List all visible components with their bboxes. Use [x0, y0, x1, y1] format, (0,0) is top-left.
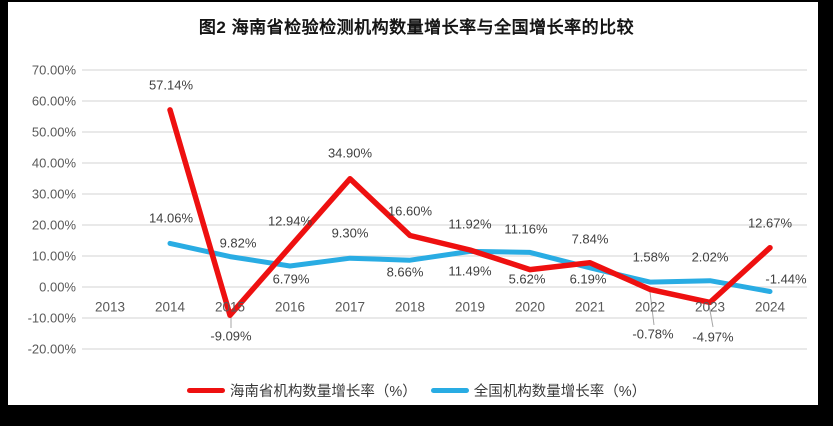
data-label-national-2023: 2.02% — [691, 249, 729, 265]
data-label-national-2017: 9.30% — [331, 225, 369, 241]
data-label-hainan-2021: 7.84% — [571, 231, 609, 247]
data-label-national-2024: -1.44% — [765, 271, 807, 287]
legend-label-hainan: 海南省机构数量增长率（%） — [229, 384, 417, 400]
leader-line-2022 — [649, 291, 655, 326]
y-tick: 0.00% — [39, 279, 76, 295]
x-tick: 2019 — [454, 299, 486, 315]
data-label-national-2020: 11.16% — [504, 221, 548, 237]
data-label-national-2016: 6.79% — [272, 271, 310, 287]
x-tick: 2020 — [514, 299, 546, 315]
national-line-swatch-icon — [430, 388, 469, 393]
x-tick: 2016 — [274, 299, 306, 315]
data-label-national-2018: 8.66% — [386, 264, 424, 280]
x-tick: 2017 — [334, 299, 366, 315]
data-label-hainan-2017: 34.90% — [327, 145, 373, 161]
legend-label-national: 全国机构数量增长率（%） — [473, 384, 647, 400]
x-tick: 2024 — [754, 299, 786, 315]
x-tick: 2022 — [634, 299, 666, 315]
legend: 海南省机构数量增长率（%） 全国机构数量增长率（%） — [0, 380, 833, 401]
data-label-hainan-2020: 5.62% — [508, 271, 546, 287]
data-label-hainan-2016: 12.94% — [267, 213, 313, 229]
x-tick: 2013 — [94, 299, 126, 315]
data-label-hainan-2015: -9.09% — [210, 328, 252, 344]
legend-item-hainan: 海南省机构数量增长率（%） — [186, 380, 417, 401]
data-label-hainan-2018: 16.60% — [387, 203, 433, 219]
data-label-national-2019: 11.49% — [448, 263, 492, 279]
data-label-hainan-2019: 11.92% — [448, 216, 492, 232]
data-label-hainan-2014: 57.14% — [148, 77, 194, 93]
y-tick: 20.00% — [31, 217, 76, 233]
data-label-national-2022: 1.58% — [632, 249, 670, 265]
leader-line-2023 — [708, 304, 714, 328]
data-label-hainan-2023: -4.97% — [692, 329, 734, 345]
y-tick: -20.00% — [27, 341, 76, 357]
y-tick: 60.00% — [31, 93, 76, 109]
x-tick: 2018 — [394, 299, 426, 315]
chart-panel — [8, 2, 818, 405]
data-label-national-2015: 9.82% — [219, 235, 257, 251]
gridlines — [82, 69, 807, 350]
hainan-line-swatch-icon — [186, 388, 225, 393]
data-label-national-2021: 6.19% — [569, 271, 607, 287]
legend-item-national: 全国机构数量增长率（%） — [430, 380, 647, 401]
x-tick: 2023 — [694, 299, 726, 315]
data-label-hainan-2024: 12.67% — [747, 215, 793, 231]
y-tick: 70.00% — [31, 62, 76, 78]
x-tick: 2014 — [154, 299, 186, 315]
x-tick: 2015 — [214, 299, 246, 315]
data-label-national-2014: 14.06% — [148, 210, 194, 226]
chart-title: 图2 海南省检验检测机构数量增长率与全国增长率的比较 — [198, 18, 635, 37]
y-tick: 50.00% — [31, 124, 76, 140]
y-tick: 40.00% — [31, 155, 76, 171]
y-tick: -10.00% — [27, 310, 76, 326]
leader-lines — [230, 291, 714, 328]
data-label-hainan-2022: -0.78% — [632, 326, 674, 342]
y-tick: 10.00% — [31, 248, 76, 264]
y-tick: 30.00% — [31, 186, 76, 202]
x-tick: 2021 — [574, 299, 606, 315]
hainan-series-line — [167, 107, 773, 318]
